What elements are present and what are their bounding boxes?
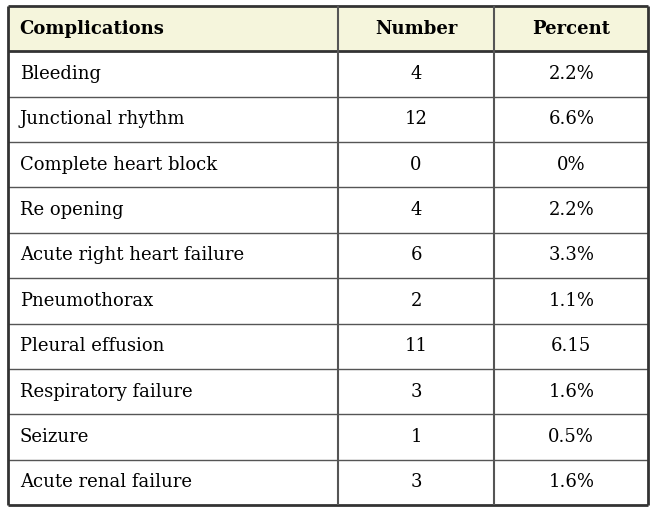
Bar bbox=[8, 323, 648, 369]
Text: 6.6%: 6.6% bbox=[548, 110, 594, 128]
Bar bbox=[8, 233, 648, 278]
Text: 3: 3 bbox=[410, 383, 422, 401]
Text: 6: 6 bbox=[410, 246, 422, 265]
Text: Complete heart block: Complete heart block bbox=[20, 156, 217, 174]
Text: 1.1%: 1.1% bbox=[548, 292, 594, 310]
Text: Number: Number bbox=[375, 20, 457, 38]
Text: 4: 4 bbox=[411, 65, 422, 83]
Text: 0: 0 bbox=[410, 156, 422, 174]
Text: 11: 11 bbox=[405, 337, 428, 355]
Text: 1: 1 bbox=[410, 428, 422, 446]
Bar bbox=[8, 52, 648, 97]
Text: 3: 3 bbox=[410, 473, 422, 491]
Text: Percent: Percent bbox=[532, 20, 610, 38]
Text: 1.6%: 1.6% bbox=[548, 383, 594, 401]
Bar bbox=[8, 97, 648, 142]
Text: 3.3%: 3.3% bbox=[548, 246, 594, 265]
Text: Bleeding: Bleeding bbox=[20, 65, 100, 83]
Text: 0%: 0% bbox=[557, 156, 586, 174]
Text: 0.5%: 0.5% bbox=[548, 428, 594, 446]
Text: Re opening: Re opening bbox=[20, 201, 123, 219]
Text: Acute right heart failure: Acute right heart failure bbox=[20, 246, 244, 265]
Bar bbox=[8, 142, 648, 188]
Bar bbox=[8, 369, 648, 414]
Text: Complications: Complications bbox=[20, 20, 165, 38]
Text: Pleural effusion: Pleural effusion bbox=[20, 337, 164, 355]
Text: Pneumothorax: Pneumothorax bbox=[20, 292, 153, 310]
Text: Junctional rhythm: Junctional rhythm bbox=[20, 110, 185, 128]
Text: 6.15: 6.15 bbox=[551, 337, 592, 355]
Text: 2.2%: 2.2% bbox=[548, 201, 594, 219]
Text: 2: 2 bbox=[411, 292, 422, 310]
Text: Acute renal failure: Acute renal failure bbox=[20, 473, 192, 491]
Bar bbox=[8, 188, 648, 233]
Text: 12: 12 bbox=[405, 110, 428, 128]
Bar bbox=[8, 414, 648, 459]
Bar bbox=[8, 459, 648, 505]
Bar bbox=[8, 6, 648, 52]
Bar bbox=[8, 278, 648, 323]
Text: Respiratory failure: Respiratory failure bbox=[20, 383, 192, 401]
Text: 2.2%: 2.2% bbox=[548, 65, 594, 83]
Text: Seizure: Seizure bbox=[20, 428, 89, 446]
Text: 4: 4 bbox=[411, 201, 422, 219]
Text: 1.6%: 1.6% bbox=[548, 473, 594, 491]
